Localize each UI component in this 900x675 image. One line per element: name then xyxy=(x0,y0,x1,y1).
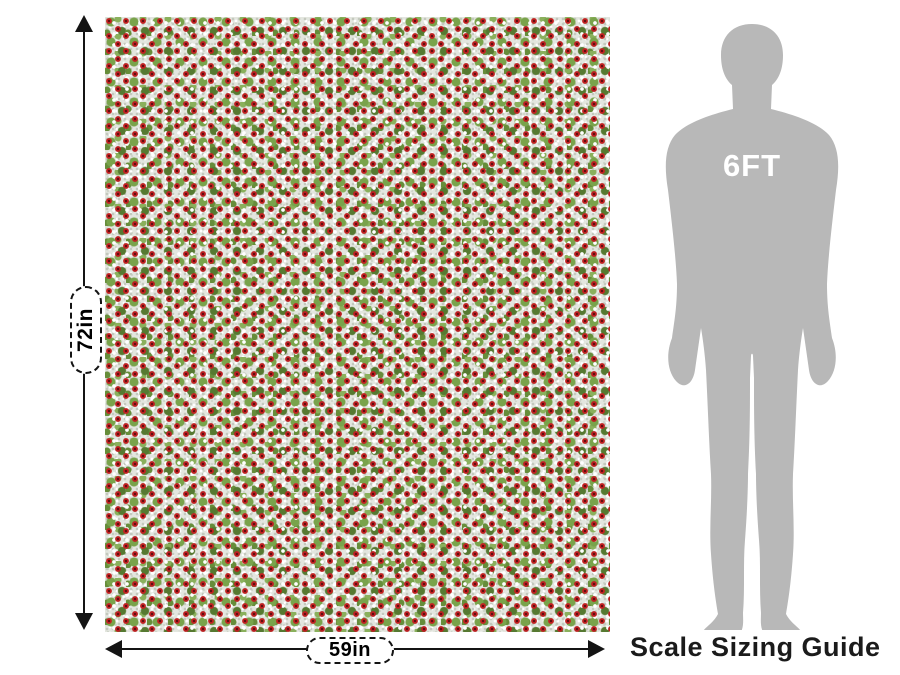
arrow-down-icon xyxy=(75,613,93,630)
caption-title: Scale Sizing Guide xyxy=(630,632,881,662)
fabric-swatch-pattern xyxy=(105,17,610,632)
height-dimension-value: 72in xyxy=(74,307,97,353)
human-silhouette-graphic xyxy=(665,24,839,630)
arrow-up-icon xyxy=(75,15,93,32)
height-dimension-label: 72in xyxy=(70,286,102,374)
human-silhouette-shape xyxy=(665,24,839,630)
width-dimension-label: 59in xyxy=(306,637,394,664)
human-silhouette: 6FT xyxy=(662,22,842,630)
arrow-right-icon xyxy=(588,640,605,658)
arrow-left-icon xyxy=(105,640,122,658)
figure-height-label: 6FT xyxy=(722,148,782,183)
